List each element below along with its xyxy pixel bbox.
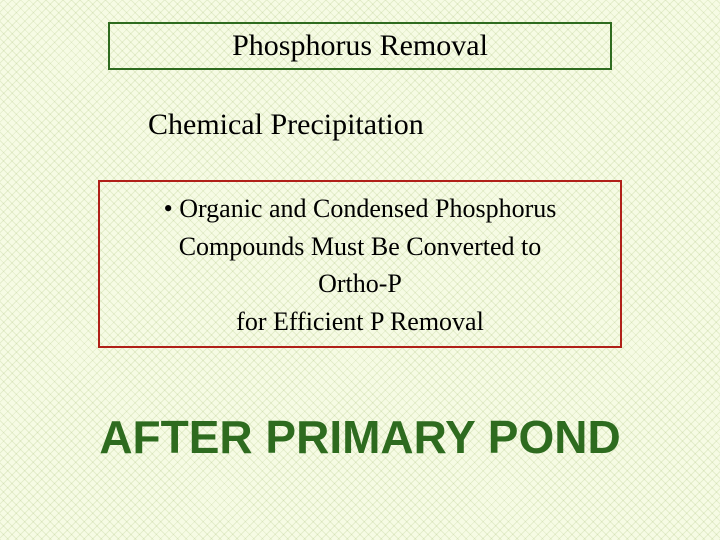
content-line-1: • Organic and Condensed Phosphorus: [100, 190, 620, 228]
title-box: Phosphorus Removal: [108, 22, 612, 70]
content-box: • Organic and Condensed Phosphorus Compo…: [98, 180, 622, 348]
slide: Phosphorus Removal Chemical Precipitatio…: [0, 0, 720, 540]
content-text-1: Organic and Condensed Phosphorus: [179, 194, 556, 223]
content-line-3: Ortho-P: [100, 265, 620, 303]
bullet-icon: •: [164, 194, 180, 223]
footer-text: AFTER PRIMARY POND: [0, 410, 720, 464]
slide-subtitle: Chemical Precipitation: [148, 108, 424, 142]
slide-title: Phosphorus Removal: [232, 29, 488, 63]
content-line-2: Compounds Must Be Converted to: [100, 228, 620, 266]
content-line-4: for Efficient P Removal: [100, 303, 620, 341]
